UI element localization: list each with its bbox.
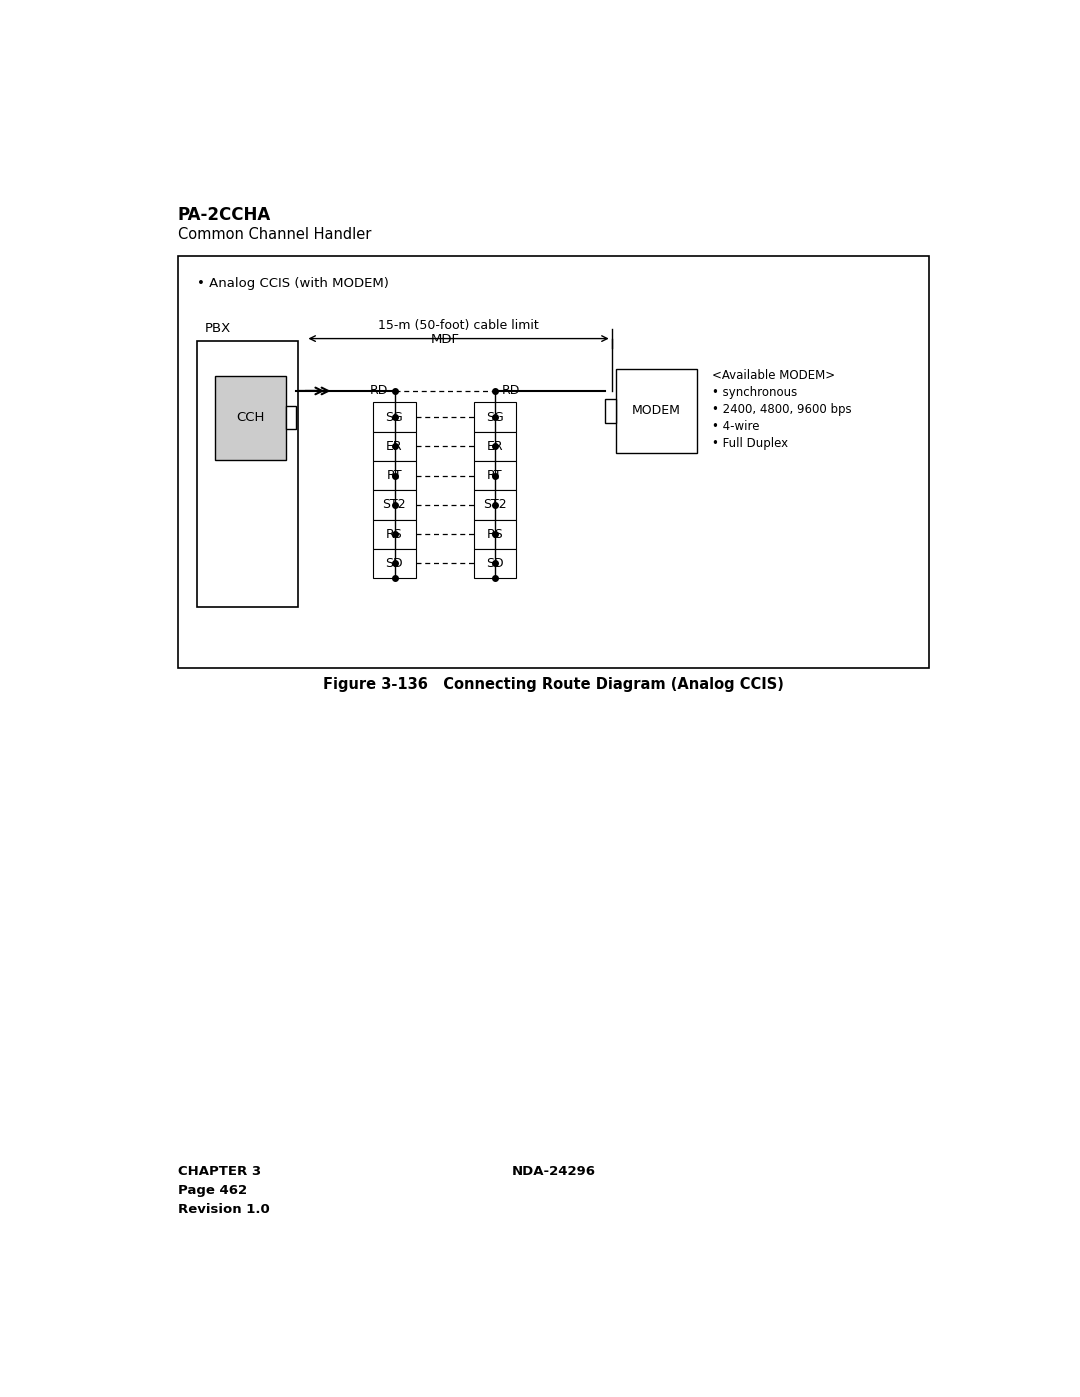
Text: NDA-24296: NDA-24296 xyxy=(512,1165,595,1178)
Bar xyxy=(373,520,416,549)
Bar xyxy=(606,400,616,422)
Bar xyxy=(286,407,296,429)
Text: <Available MODEM>: <Available MODEM> xyxy=(713,369,836,383)
Bar xyxy=(215,376,286,460)
Bar xyxy=(474,490,516,520)
Text: RS: RS xyxy=(487,528,503,541)
Text: CCH: CCH xyxy=(237,411,265,425)
Text: 15-m (50-foot) cable limit: 15-m (50-foot) cable limit xyxy=(378,320,539,332)
Text: RD: RD xyxy=(370,384,389,397)
Text: PBX: PBX xyxy=(205,321,231,335)
Bar xyxy=(197,341,298,606)
Bar xyxy=(373,432,416,461)
Text: SG: SG xyxy=(486,411,504,423)
Text: • Analog CCIS (with MODEM): • Analog CCIS (with MODEM) xyxy=(197,277,389,291)
Text: ST2: ST2 xyxy=(483,499,507,511)
Bar xyxy=(474,520,516,549)
Bar xyxy=(373,461,416,490)
Text: SD: SD xyxy=(486,557,503,570)
Text: CHAPTER 3
Page 462
Revision 1.0: CHAPTER 3 Page 462 Revision 1.0 xyxy=(177,1165,269,1215)
Text: • 4-wire: • 4-wire xyxy=(713,420,760,433)
Text: ER: ER xyxy=(386,440,403,453)
Bar xyxy=(373,402,416,432)
Text: • 2400, 4800, 9600 bps: • 2400, 4800, 9600 bps xyxy=(713,404,852,416)
Text: RT: RT xyxy=(387,469,402,482)
Bar xyxy=(616,369,697,453)
Bar xyxy=(373,490,416,520)
Bar xyxy=(474,549,516,578)
Text: MDF: MDF xyxy=(431,334,459,346)
Text: ER: ER xyxy=(487,440,503,453)
Text: Figure 3-136   Connecting Route Diagram (Analog CCIS): Figure 3-136 Connecting Route Diagram (A… xyxy=(323,678,784,693)
Text: RT: RT xyxy=(487,469,503,482)
Bar xyxy=(373,549,416,578)
Text: PA-2CCHA: PA-2CCHA xyxy=(177,207,271,224)
Text: ST2: ST2 xyxy=(382,499,406,511)
Text: RD: RD xyxy=(501,384,519,397)
Text: • synchronous: • synchronous xyxy=(713,387,798,400)
Text: RS: RS xyxy=(386,528,403,541)
Text: • Full Duplex: • Full Duplex xyxy=(713,437,788,450)
Bar xyxy=(474,402,516,432)
Text: Common Channel Handler: Common Channel Handler xyxy=(177,226,372,242)
Text: MODEM: MODEM xyxy=(632,405,680,418)
Bar xyxy=(474,461,516,490)
Text: SG: SG xyxy=(386,411,403,423)
Bar xyxy=(177,256,930,668)
Bar xyxy=(474,432,516,461)
Text: SD: SD xyxy=(386,557,403,570)
